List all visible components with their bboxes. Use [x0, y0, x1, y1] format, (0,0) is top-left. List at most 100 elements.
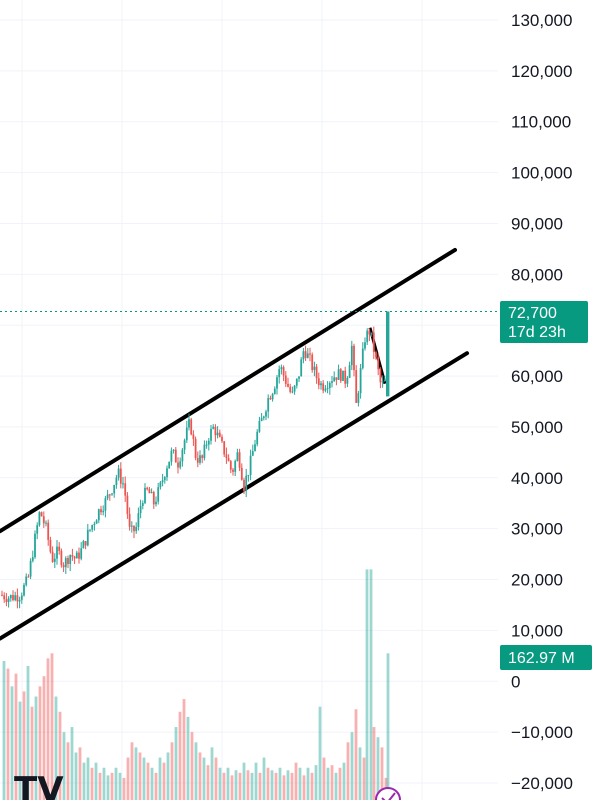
- candle-body: [368, 330, 371, 335]
- tradingview-logo: TV: [14, 770, 64, 805]
- volume-bar: [310, 772, 314, 800]
- candle-body: [216, 432, 219, 436]
- candle-body: [71, 555, 74, 557]
- candle-body: [256, 431, 259, 445]
- volume-bar: [134, 747, 138, 800]
- candle-body: [119, 468, 122, 484]
- candle-body: [300, 359, 303, 377]
- volume-bar: [26, 666, 30, 800]
- candle-body: [7, 598, 10, 602]
- candle-body: [75, 552, 78, 559]
- candle-body: [3, 595, 6, 600]
- candle-body: [25, 576, 28, 585]
- candle-body: [185, 427, 188, 441]
- candle-body: [161, 480, 164, 483]
- volume-bar: [286, 770, 290, 800]
- volume-badge: 162.97 M: [500, 645, 592, 670]
- candle-body: [111, 493, 113, 495]
- volume-bar: [30, 706, 34, 800]
- candle-body: [12, 595, 14, 601]
- candle-body: [108, 494, 111, 496]
- y-tick-label: 110,000: [511, 113, 571, 132]
- candle-body: [106, 494, 109, 499]
- price-badge-value: 72,700: [508, 305, 557, 322]
- volume-bar: [322, 757, 326, 800]
- candle-body: [166, 468, 168, 478]
- candle-body: [306, 353, 309, 358]
- candle-body: [86, 529, 89, 546]
- volume-bar: [278, 767, 282, 800]
- candle-body: [346, 377, 349, 384]
- volume-bar: [358, 747, 362, 800]
- candle-body: [139, 506, 142, 514]
- candle-body: [47, 522, 50, 540]
- candle-body: [315, 366, 318, 379]
- volume-bar: [230, 775, 234, 800]
- candle-body: [260, 418, 263, 422]
- candle-body: [335, 377, 338, 380]
- candle-body: [254, 444, 256, 452]
- channel-lines[interactable]: [0, 247, 469, 641]
- candle-body: [42, 516, 45, 524]
- volume-bar: [62, 732, 66, 800]
- candle-body: [93, 523, 96, 526]
- trend-stroke[interactable]: [368, 327, 387, 385]
- candle-body: [269, 398, 272, 400]
- goto-realtime-icon[interactable]: [375, 787, 401, 805]
- volume-bar: [222, 772, 226, 800]
- candle-body: [309, 353, 311, 355]
- volume-bar: [122, 777, 126, 800]
- candle-body: [113, 484, 116, 494]
- volume-bar: [166, 752, 170, 800]
- candle-body: [73, 556, 76, 559]
- candle-body: [232, 469, 234, 472]
- candle-body: [328, 382, 331, 389]
- volume-bar: [262, 757, 266, 800]
- volume-bar: [54, 696, 58, 800]
- candle-body: [104, 498, 107, 511]
- channel-line-lower[interactable]: [0, 351, 469, 641]
- volume-bar: [190, 732, 194, 800]
- volume-bar: [78, 747, 82, 800]
- candle-body: [60, 550, 63, 566]
- candle-body: [97, 509, 100, 521]
- candle-body: [5, 599, 8, 602]
- volume-bar: [138, 752, 142, 800]
- candle-body: [89, 529, 91, 531]
- channel-line-upper[interactable]: [0, 247, 457, 534]
- candle-body: [194, 439, 197, 459]
- volume-bar: [90, 767, 94, 800]
- candle-body: [218, 432, 221, 437]
- candle-body: [51, 551, 54, 562]
- volume-bar: [254, 762, 258, 800]
- volume-bar: [114, 767, 118, 800]
- candle-body: [245, 475, 248, 491]
- volume-bar: [234, 770, 238, 800]
- volume-bar: [150, 767, 154, 800]
- candle-body-last: [386, 311, 390, 397]
- candle-body: [9, 595, 12, 599]
- volume-bar: [14, 673, 18, 800]
- price-badge-countdown: 17d 23h: [508, 324, 566, 341]
- volume-bar: [118, 772, 122, 800]
- candle-body: [135, 526, 138, 532]
- volume-bar: [270, 770, 274, 800]
- volume-bar: [50, 653, 54, 800]
- candle-body: [348, 365, 351, 378]
- candle-body: [320, 383, 322, 386]
- volume-bar: [146, 762, 150, 800]
- volume-bar: [380, 747, 384, 800]
- volume-bar: [242, 762, 246, 800]
- volume-bar: [94, 762, 98, 800]
- candle-body: [273, 388, 276, 394]
- y-tick-label: 10,000: [511, 621, 563, 640]
- y-axis[interactable]: 130,000 120,000 110,000 100,000 90,000 80,000…: [511, 11, 573, 793]
- volume-bar: [74, 752, 78, 800]
- volume-bar: [194, 742, 198, 800]
- y-tick-label: −10,000: [511, 723, 573, 742]
- candle-body: [302, 351, 305, 360]
- volume-bar: [372, 727, 376, 800]
- volume-bar: [362, 757, 366, 800]
